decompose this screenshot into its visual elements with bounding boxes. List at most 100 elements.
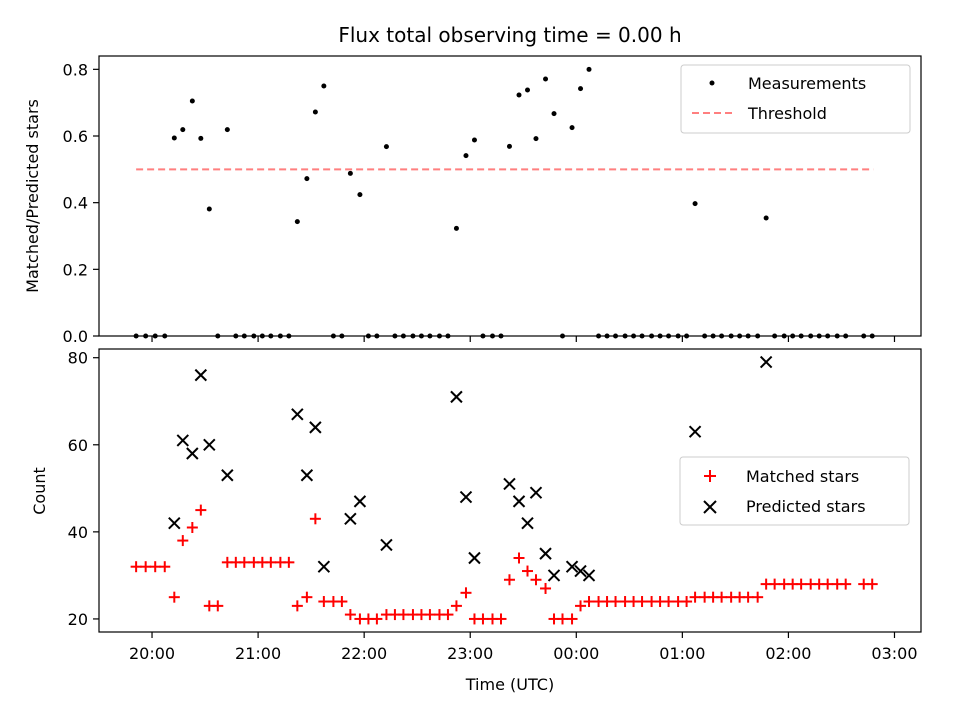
matched-star-marker: [212, 600, 224, 612]
ratio-y-tick-label: 0.2: [63, 260, 88, 279]
legend-predicted-label: Predicted stars: [746, 497, 866, 516]
ratio-legend: Measurements Threshold: [680, 64, 911, 134]
predicted-star-marker: [203, 438, 216, 451]
count-x-tick-label: 02:00: [765, 644, 811, 663]
predicted-star-marker: [291, 408, 304, 421]
measurement-point: [471, 137, 477, 143]
matched-star-marker: [681, 596, 693, 608]
ratio-plot-frame: [98, 55, 922, 337]
predicted-star-points: [168, 355, 773, 582]
predicted-star-marker: [380, 538, 393, 552]
predicted-star-marker: [574, 564, 587, 578]
predicted-star-marker: [221, 469, 234, 482]
ratio-plot: 0.00.20.40.60.8 Matched/Predicted stars …: [23, 55, 922, 346]
measurement-point: [171, 135, 177, 141]
matched-star-marker: [397, 609, 409, 621]
count-x-axis-label: Time (UTC): [465, 675, 554, 694]
count-plot-frame: [98, 348, 922, 633]
matched-star-marker: [866, 578, 878, 590]
matched-star-marker: [557, 613, 569, 625]
count-x-tick-label: 03:00: [871, 644, 917, 663]
matched-star-marker: [130, 561, 142, 573]
measurement-point: [383, 144, 389, 150]
matched-star-marker: [168, 591, 180, 603]
matched-star-marker: [795, 578, 807, 590]
count-x-tick-label: 20:00: [129, 644, 175, 663]
ratio-legend-box: [680, 64, 911, 134]
measurement-point: [525, 87, 531, 93]
measurement-point: [224, 127, 230, 133]
matched-star-marker: [309, 513, 321, 525]
matched-star-marker: [140, 561, 152, 573]
figure-title: Flux total observing time = 0.00 h: [338, 23, 681, 47]
measurement-point: [180, 127, 186, 133]
count-y-tick-label: 40: [68, 523, 88, 542]
ratio-axes-ticks: 0.0 0.2 0.4 0.6 0.8: [63, 60, 896, 346]
measurement-point: [569, 125, 575, 131]
measurement-point: [312, 109, 318, 115]
matched-star-marker: [636, 596, 648, 608]
measurement-point: [533, 136, 539, 142]
count-axes-ticks: 20:00 21:00 22:00 23:00 00:00 01:00 02:00 03:00…: [68, 349, 918, 663]
matched-star-marker: [522, 565, 534, 577]
measurement-point: [506, 143, 512, 149]
matched-star-marker: [610, 596, 622, 608]
matched-star-marker: [442, 609, 454, 621]
predicted-star-marker: [309, 421, 322, 434]
matched-star-marker: [769, 578, 781, 590]
measurement-point: [357, 192, 363, 198]
matched-star-marker: [477, 613, 489, 625]
matched-star-marker: [450, 600, 462, 612]
matched-star-marker: [495, 613, 507, 625]
matched-star-marker: [575, 600, 587, 612]
count-x-tick-label: 00:00: [553, 644, 599, 663]
legend-measurements-marker: [709, 80, 715, 86]
measurement-point: [321, 83, 327, 89]
count-x-tick-label: 21:00: [235, 644, 281, 663]
matched-star-marker: [689, 591, 701, 603]
legend-predicted-marker: [703, 500, 717, 514]
measurement-point: [516, 92, 522, 98]
matched-star-marker: [752, 591, 764, 603]
legend-matched-label: Matched stars: [746, 467, 859, 486]
matched-star-marker: [822, 578, 834, 590]
count-plot: 20:00 21:00 22:00 23:00 00:00 01:00 02:00 03:00…: [30, 348, 922, 694]
measurement-point: [453, 225, 459, 231]
predicted-star-marker: [539, 547, 552, 560]
matched-star-marker: [503, 574, 515, 586]
matched-star-marker: [840, 578, 852, 590]
matched-star-marker: [318, 596, 330, 608]
matched-star-marker: [336, 596, 348, 608]
measurement-point: [304, 176, 310, 182]
predicted-star-marker: [450, 390, 463, 404]
measurement-point: [347, 170, 353, 176]
matched-star-marker: [149, 561, 161, 573]
predicted-star-marker: [300, 469, 314, 482]
measurement-point: [763, 215, 769, 221]
matched-star-marker: [371, 613, 383, 625]
matched-star-marker: [460, 587, 472, 599]
matched-star-marker: [540, 582, 552, 594]
predicted-star-marker: [582, 569, 596, 582]
measurement-point: [189, 98, 195, 104]
count-y-tick-label: 80: [68, 349, 88, 368]
predicted-star-marker: [547, 569, 561, 582]
count-x-tick-label: 01:00: [659, 644, 705, 663]
predicted-star-marker: [512, 495, 526, 508]
predicted-star-marker: [344, 512, 357, 526]
predicted-star-marker: [521, 516, 534, 530]
ratio-y-tick-label: 0.8: [63, 60, 88, 79]
matched-star-marker: [742, 591, 754, 603]
measurement-point: [692, 201, 698, 207]
predicted-star-marker: [529, 486, 543, 499]
matched-star-marker: [186, 522, 198, 534]
count-y-axis-label: Count: [30, 467, 49, 515]
predicted-star-marker: [503, 477, 516, 491]
legend-threshold-label: Threshold: [747, 104, 827, 123]
predicted-star-marker: [565, 560, 579, 573]
matched-star-marker: [566, 613, 578, 625]
predicted-star-marker: [459, 490, 473, 504]
matched-star-marker: [344, 609, 356, 621]
predicted-star-marker: [168, 516, 181, 530]
